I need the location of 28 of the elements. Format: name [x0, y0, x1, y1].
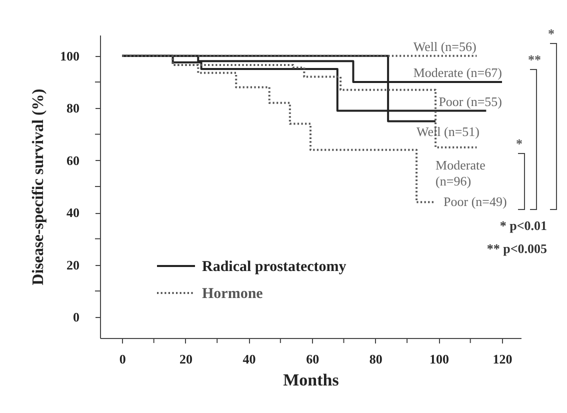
annotation: Moderate (n=96)	[436, 157, 486, 188]
text: *	[548, 26, 554, 42]
y-tick-label: 60	[66, 152, 80, 168]
x-tick-label: 120	[492, 352, 512, 366]
text: **	[528, 52, 541, 68]
annotation: Well (n=51)	[416, 124, 480, 140]
annotation: Well (n=56)	[413, 38, 476, 54]
annotation: * p<0.01	[500, 218, 547, 234]
annotation: Poor (n=55)	[438, 94, 502, 109]
x-tick-label: 80	[369, 352, 382, 366]
y-tick-label: 20	[66, 257, 80, 272]
y-axis-title: Disease-specific survival (%)	[30, 88, 47, 286]
legend-label: Hormone	[202, 286, 264, 302]
x-tick-label: 100	[429, 352, 449, 366]
y-tick-label: 80	[66, 100, 80, 116]
x-tick-label: 20	[179, 352, 192, 366]
y-tick-label: 0	[73, 310, 80, 325]
annotation: *	[516, 136, 522, 152]
x-tick-label: 40	[242, 352, 256, 366]
x-tick-label: 0	[119, 352, 126, 366]
annotation: Poor (n=49)	[444, 194, 507, 210]
annotation: ** p<0.005	[486, 241, 547, 257]
annotation: Moderate (n=67)	[413, 65, 502, 80]
x-tick-label: 60	[306, 352, 320, 366]
y-tick-label: 40	[66, 205, 80, 220]
y-tick-label: 100	[60, 48, 80, 64]
x-axis-title: Months	[283, 370, 340, 390]
legend-label: Radical prostatectomy	[202, 259, 347, 275]
